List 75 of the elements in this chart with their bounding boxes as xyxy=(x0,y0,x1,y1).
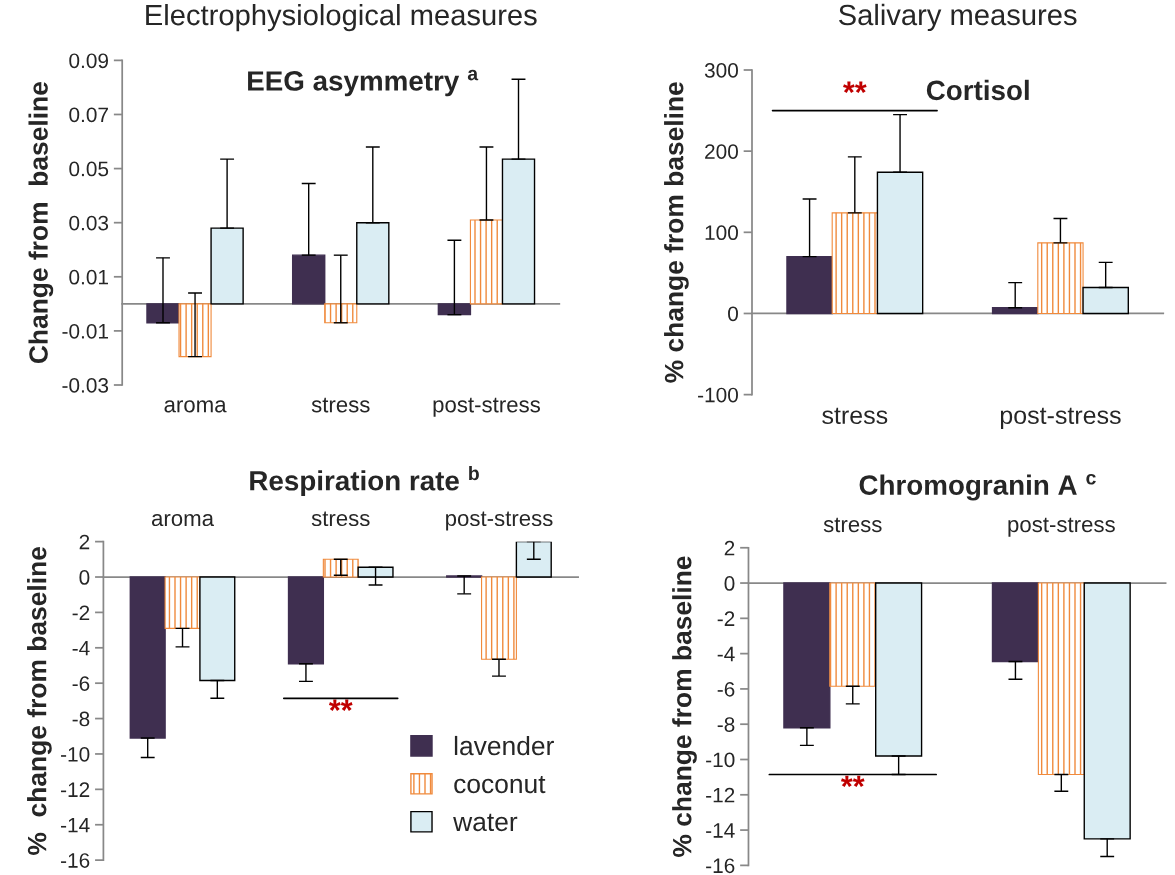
annotation: ** xyxy=(328,699,353,711)
x-tick-label: post-stress xyxy=(446,511,553,531)
text: Electrophysiological measures xyxy=(146,3,537,32)
bar xyxy=(991,307,1039,315)
bar xyxy=(178,303,212,358)
bar xyxy=(164,576,201,629)
chart-title: EEG asymmetry $^{a}$ xyxy=(248,69,479,97)
y-tick-label: -2 xyxy=(717,611,735,626)
y-tick-label: 0.03 xyxy=(69,215,109,231)
y-tick-label: -8 xyxy=(72,711,90,727)
x-tick-label: aroma xyxy=(164,400,227,413)
x-tick-label: stress xyxy=(311,511,370,527)
bar xyxy=(481,576,517,660)
bar xyxy=(437,303,472,316)
y-tick-label: 0.07 xyxy=(69,107,108,123)
bar xyxy=(786,255,833,315)
y-tick-label: -100 xyxy=(698,387,738,403)
legend-label: water xyxy=(453,813,518,832)
y-tick-label: 0 xyxy=(79,570,90,585)
x-tick-label: post-stress xyxy=(1008,517,1115,537)
y-tick-label: 0 xyxy=(728,306,738,322)
legend-label: coconut xyxy=(454,775,546,794)
y-tick-label: 2 xyxy=(79,534,90,550)
x-tick-label: post-stress xyxy=(433,397,540,417)
y-tick-label: 200 xyxy=(705,144,738,159)
y-tick-label: -6 xyxy=(717,681,735,697)
bar xyxy=(287,576,325,665)
chart-title: Cortisol xyxy=(926,79,1029,101)
annotation: ** xyxy=(843,81,867,93)
y-axis-title: % change from baseline xyxy=(672,556,697,857)
chart-title: Chromogranin A $^{c}$ xyxy=(859,473,1096,501)
legend-label: lavender xyxy=(454,735,554,756)
x-tick-label: stress xyxy=(311,397,370,413)
y-tick-label: -8 xyxy=(717,717,735,732)
y-tick-label: -2 xyxy=(72,605,90,620)
bar xyxy=(324,303,358,324)
bar xyxy=(501,158,536,305)
y-tick-label: 100 xyxy=(705,225,738,241)
y-axis-title: % change from baseline xyxy=(27,547,52,855)
bar xyxy=(322,558,359,578)
bar xyxy=(469,219,504,305)
y-tick-label: -16 xyxy=(61,853,90,868)
y-tick-label: -14 xyxy=(706,823,735,838)
bar xyxy=(831,212,878,315)
bar xyxy=(210,227,244,305)
y-tick-label: -0.03 xyxy=(62,378,109,393)
y-tick-label: -10 xyxy=(61,746,90,762)
x-tick-label: stress xyxy=(823,517,882,533)
y-tick-label: -6 xyxy=(72,676,90,691)
y-axis-title: % change from baseline xyxy=(664,82,689,383)
bar xyxy=(515,541,552,578)
x-tick-label: post-stress xyxy=(1000,407,1121,430)
y-tick-label: -4 xyxy=(72,641,90,656)
bar xyxy=(129,576,166,739)
y-tick-label: -10 xyxy=(706,752,735,768)
bar xyxy=(1037,242,1084,315)
chart-title: Respiration rate $^{b}$ xyxy=(250,465,479,497)
y-tick-label: 2 xyxy=(724,540,735,556)
x-tick-label: stress xyxy=(822,407,888,425)
y-tick-label: 0.05 xyxy=(69,161,109,177)
y-tick-label: -16 xyxy=(706,858,735,874)
annotation: ** xyxy=(840,775,865,788)
y-tick-label: -0.01 xyxy=(62,323,108,339)
y-tick-label: 0.01 xyxy=(69,269,108,285)
y-tick-label: -12 xyxy=(61,782,90,797)
x-tick-label: aroma xyxy=(151,513,215,527)
y-tick-label: 0.09 xyxy=(69,53,109,69)
y-tick-label: -14 xyxy=(61,817,90,833)
y-tick-label: -12 xyxy=(706,787,735,803)
y-axis-title: Change from baseline xyxy=(28,82,54,364)
y-tick-label: 0 xyxy=(724,576,735,591)
bar xyxy=(291,254,326,305)
y-tick-label: -4 xyxy=(717,646,735,662)
y-tick-label: 300 xyxy=(704,63,738,78)
text: Salivary measures xyxy=(839,3,1077,32)
